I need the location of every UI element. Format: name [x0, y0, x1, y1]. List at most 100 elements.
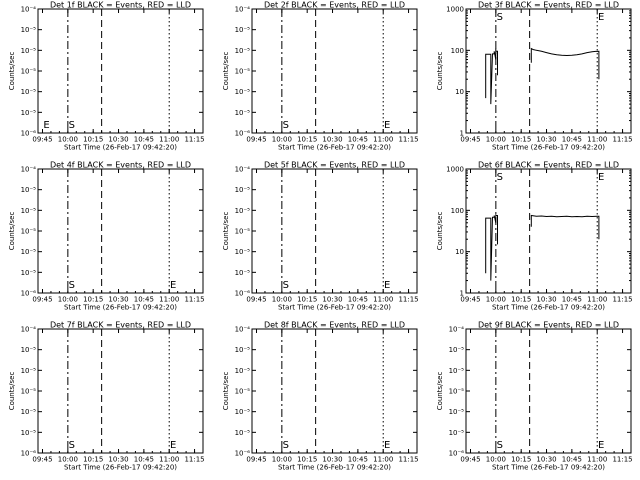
- panel-title: Det 4f BLACK = Events, RED = LLD: [50, 161, 191, 170]
- x-tick-label: 10:15: [83, 136, 103, 144]
- y-tick-label: 10⁻⁴: [235, 166, 251, 174]
- det-panel-2: Det 2f BLACK = Events, RED = LLD 10⁻⁶ 10⁻⁵…: [222, 1, 419, 152]
- x-tick-label: 10:45: [562, 296, 582, 304]
- x-tick-label: 10:15: [297, 136, 317, 144]
- x-tick-label: 11:00: [373, 296, 393, 304]
- panel-title: Det 9f BLACK = Events, RED = LLD: [478, 321, 619, 330]
- panel-title: Det 5f BLACK = Events, RED = LLD: [264, 161, 405, 170]
- y-tick-label: 10⁻⁵: [21, 346, 37, 354]
- panel-title: Det 8f BLACK = Events, RED = LLD: [264, 321, 405, 330]
- y-tick-label: 10⁻⁵: [235, 408, 251, 416]
- x-tick-label: 10:45: [562, 456, 582, 464]
- end-marker: E: [43, 120, 49, 131]
- x-tick-label: 10:15: [511, 296, 531, 304]
- y-tick-label: 10: [455, 88, 464, 96]
- y-tick-label: 10⁻⁶: [21, 290, 37, 298]
- y-tick-label: 10⁻⁵: [21, 429, 37, 437]
- x-tick-label: 10:00: [58, 136, 78, 144]
- y-axis-label: Counts/sec: [436, 212, 444, 251]
- start-marker: S: [283, 440, 289, 451]
- x-tick-label: 10:30: [108, 296, 128, 304]
- count-rate-series: [530, 47, 600, 80]
- x-tick-label: 10:00: [486, 296, 506, 304]
- x-tick-label: 10:00: [58, 456, 78, 464]
- x-tick-label: 10:45: [134, 456, 154, 464]
- y-tick-label: 10⁻⁴: [21, 326, 37, 334]
- x-tick-label: 10:15: [297, 456, 317, 464]
- start-marker: S: [69, 120, 75, 131]
- start-marker: S: [497, 12, 503, 23]
- plot-frame: [465, 8, 632, 134]
- x-tick-label: 10:30: [322, 136, 342, 144]
- x-tick-label: 10:30: [322, 456, 342, 464]
- det-panel-7: Det 7f BLACK = Events, RED = LLD 10⁻⁶ 10⁻⁵…: [8, 321, 205, 472]
- y-tick-label: 10⁻⁵: [235, 26, 251, 34]
- y-tick-label: 10: [455, 248, 464, 256]
- x-tick-label: 10:15: [83, 296, 103, 304]
- y-tick-label: 1000: [446, 6, 464, 14]
- x-axis-label: Start Time (26-Feb-17 09:42:20): [64, 304, 177, 312]
- end-marker: E: [598, 12, 604, 23]
- y-axis-label: Counts/sec: [222, 372, 230, 411]
- y-axis-label: Counts/sec: [8, 212, 16, 251]
- x-tick-label: 10:15: [511, 456, 531, 464]
- det-panel-6: Det 6f BLACK = Events, RED = LLD 1 10 100 10…: [436, 161, 633, 312]
- x-axis-label: Start Time (26-Feb-17 09:42:20): [278, 144, 391, 152]
- x-tick-label: 10:30: [108, 456, 128, 464]
- x-axis-label: Start Time (26-Feb-17 09:42:20): [492, 304, 605, 312]
- x-tick-label: 10:00: [58, 296, 78, 304]
- x-tick-label: 11:00: [159, 136, 179, 144]
- y-tick-label: 10⁻⁵: [235, 68, 251, 76]
- y-tick-label: 10⁻⁵: [235, 248, 251, 256]
- y-axis-label: Counts/sec: [8, 52, 16, 91]
- start-marker: S: [497, 172, 503, 183]
- x-tick-label: 09:45: [460, 456, 480, 464]
- start-marker: S: [497, 440, 503, 451]
- x-tick-label: 11:00: [373, 136, 393, 144]
- x-axis-label: Start Time (26-Feb-17 09:42:20): [278, 464, 391, 472]
- x-tick-label: 10:30: [536, 136, 556, 144]
- y-tick-label: 10⁻⁵: [21, 207, 37, 215]
- x-tick-label: 10:15: [511, 136, 531, 144]
- y-tick-label: 10⁻⁵: [21, 269, 37, 277]
- start-marker: S: [283, 120, 289, 131]
- x-tick-label: 11:00: [587, 296, 607, 304]
- y-tick-label: 10⁻⁵: [449, 388, 465, 396]
- y-tick-label: 10⁻⁶: [235, 130, 251, 138]
- y-tick-label: 1000: [446, 166, 464, 174]
- y-axis-label: Counts/sec: [436, 52, 444, 91]
- x-tick-label: 10:00: [272, 136, 292, 144]
- x-tick-label: 11:15: [398, 456, 418, 464]
- x-tick-label: 10:45: [562, 136, 582, 144]
- det-panel-8: Det 8f BLACK = Events, RED = LLD 10⁻⁶ 10⁻⁵…: [222, 321, 419, 472]
- x-tick-label: 10:00: [272, 296, 292, 304]
- plot-frame: [465, 168, 632, 294]
- start-marker: S: [69, 280, 75, 291]
- x-tick-label: 11:15: [398, 136, 418, 144]
- y-tick-label: 1: [460, 130, 464, 138]
- y-axis-label: Counts/sec: [222, 212, 230, 251]
- det-panel-5: Det 5f BLACK = Events, RED = LLD 10⁻⁶ 10⁻⁵…: [222, 161, 419, 312]
- det-panel-3: Det 3f BLACK = Events, RED = LLD 1 10 100 10…: [436, 1, 633, 152]
- panel-title: Det 6f BLACK = Events, RED = LLD: [478, 161, 619, 170]
- y-tick-label: 10⁻⁵: [21, 186, 37, 194]
- x-tick-label: 11:15: [184, 456, 204, 464]
- start-marker: S: [69, 440, 75, 451]
- y-tick-label: 10⁻⁴: [21, 6, 37, 14]
- x-tick-label: 11:15: [184, 296, 204, 304]
- x-tick-label: 11:15: [184, 136, 204, 144]
- y-tick-label: 10⁻⁴: [235, 326, 251, 334]
- x-tick-label: 10:30: [108, 136, 128, 144]
- x-axis-label: Start Time (26-Feb-17 09:42:20): [64, 464, 177, 472]
- y-tick-label: 10⁻⁵: [235, 88, 251, 96]
- panel-title: Det 2f BLACK = Events, RED = LLD: [264, 1, 405, 10]
- x-tick-label: 11:00: [373, 456, 393, 464]
- x-tick-label: 10:45: [348, 456, 368, 464]
- y-tick-label: 10⁻⁵: [235, 367, 251, 375]
- count-rate-series: [485, 214, 498, 281]
- y-tick-label: 10⁻⁵: [21, 228, 37, 236]
- end-marker: E: [170, 280, 176, 291]
- panel-title: Det 3f BLACK = Events, RED = LLD: [478, 1, 619, 10]
- y-tick-label: 10⁻⁵: [235, 109, 251, 117]
- y-tick-label: 10⁻⁶: [21, 130, 37, 138]
